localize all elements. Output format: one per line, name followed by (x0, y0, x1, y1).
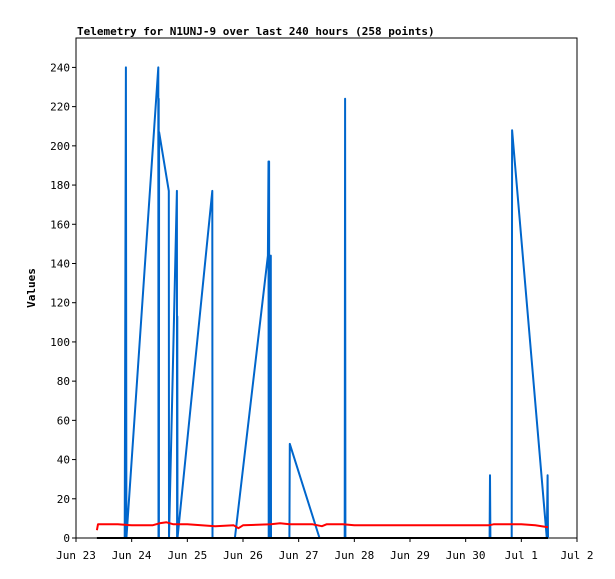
y-tick-label: 200 (50, 140, 70, 153)
x-tick-label: Jun 29 (390, 549, 430, 562)
y-tick-label: 180 (50, 179, 70, 192)
y-tick-label: 40 (57, 454, 70, 467)
x-tick-label: Jun 23 (56, 549, 96, 562)
x-tick-label: Jun 26 (223, 549, 263, 562)
y-tick-label: 80 (57, 375, 70, 388)
y-axis-ticks: 0 20 40 60 80 100 120 140 160 180 200 220 240 (50, 61, 76, 545)
x-tick-label: Jun 27 (279, 549, 319, 562)
y-axis-label: Values (25, 268, 38, 308)
x-tick-label: Jun 30 (446, 549, 486, 562)
plot-frame (75, 37, 578, 539)
x-tick-label: Jul 2 (560, 549, 593, 562)
series-line-1 (95, 521, 549, 531)
x-tick-label: Jul 1 (505, 549, 538, 562)
y-tick-label: 140 (50, 257, 70, 270)
y-tick-label: 0 (63, 532, 70, 545)
series-layer (95, 66, 549, 539)
x-tick-label: Jun 24 (112, 549, 152, 562)
y-tick-label: 240 (50, 61, 70, 74)
y-tick-label: 20 (57, 493, 70, 506)
x-tick-label: Jun 28 (334, 549, 374, 562)
y-tick-label: 120 (50, 297, 70, 310)
y-tick-label: 220 (50, 101, 70, 114)
x-tick-label: Jun 25 (167, 549, 207, 562)
chart-title: Telemetry for N1UNJ-9 over last 240 hour… (77, 25, 435, 38)
y-tick-label: 60 (57, 414, 70, 427)
series-line-0 (123, 66, 549, 539)
x-axis-ticks: Jun 23 Jun 24 Jun 25 Jun 26 Jun 27 Jun 28 Jun … (56, 538, 594, 562)
y-tick-label: 160 (50, 218, 70, 231)
y-tick-label: 100 (50, 336, 70, 349)
